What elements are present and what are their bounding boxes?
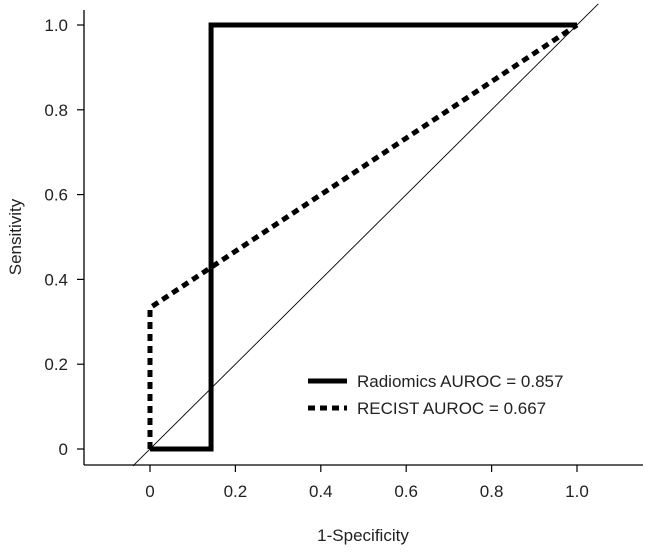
legend: Radiomics AUROC = 0.857 RECIST AUROC = 0.… <box>308 372 563 418</box>
y-tick-label: 1.0 <box>44 16 68 35</box>
y-tick-label: 0 <box>59 440 68 459</box>
x-tick-label: 0.6 <box>394 482 418 501</box>
y-tick-label: 0.2 <box>44 355 68 374</box>
x-tick-label: 0 <box>145 482 154 501</box>
legend-label-2: RECIST AUROC = 0.667 <box>357 399 546 418</box>
y-tick-label: 0.8 <box>44 101 68 120</box>
x-tick-label: 0.2 <box>224 482 248 501</box>
reference-diagonal-line <box>132 3 599 467</box>
legend-label-1: Radiomics AUROC = 0.857 <box>357 372 563 391</box>
x-tick-label: 0.4 <box>309 482 333 501</box>
y-axis-title: Sensitivity <box>6 198 25 275</box>
axes: 0 0.2 0.4 0.6 0.8 1.0 0 0.2 0.4 0.6 0.8 1.0 <box>44 10 643 501</box>
x-axis-title: 1-Specificity <box>317 526 409 545</box>
reference-line <box>132 3 599 467</box>
series-line-2 <box>147 22 579 449</box>
series-line-1 <box>150 22 577 452</box>
x-tick-label: 1.0 <box>565 482 589 501</box>
series-group <box>147 22 579 452</box>
y-tick-label: 0.6 <box>44 186 68 205</box>
y-tick-label: 0.4 <box>44 270 68 289</box>
x-tick-label: 0.8 <box>480 482 504 501</box>
